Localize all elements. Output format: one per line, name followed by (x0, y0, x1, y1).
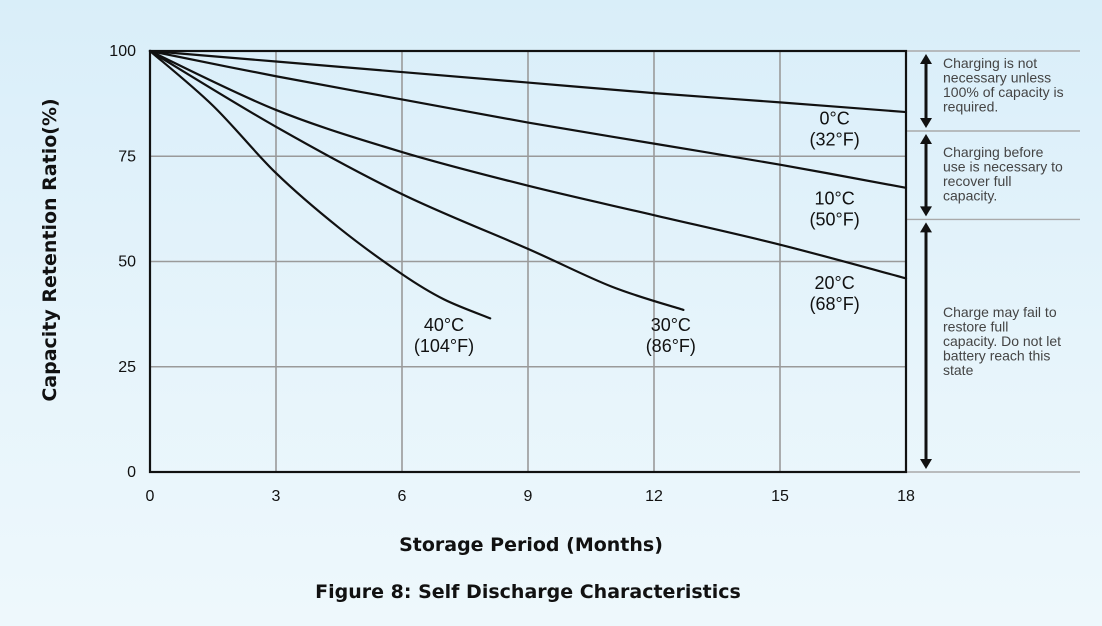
series-line (148, 49, 908, 189)
grid-lines (149, 50, 907, 473)
zone-note-line: Charging is not (943, 55, 1037, 71)
zone-arrow-head-down (920, 459, 932, 469)
zone-note-line: Charge may fail to (943, 304, 1057, 320)
series-line (148, 49, 908, 280)
x-tick-label: 9 (524, 488, 533, 505)
y-axis-ticks: 0 25 50 75 100 (109, 43, 136, 481)
zone-note-line: 100% of capacity is (943, 84, 1064, 100)
x-tick-label: 6 (398, 488, 407, 505)
plot-frame (148, 49, 908, 474)
zone-note-line: state (943, 362, 974, 378)
y-axis-title: Capacity Retention Ratio(%) (39, 98, 61, 401)
y-tick-label: 75 (118, 148, 136, 165)
zone-note-line: battery reach this (943, 348, 1050, 364)
x-axis-title: Storage Period (Months) (399, 534, 663, 556)
series-line (148, 49, 492, 320)
zone-note-line: use is necessary to (943, 159, 1063, 175)
y-tick-label: 25 (118, 359, 136, 376)
zone-arrow-head-up (920, 133, 932, 144)
y-tick-label: 100 (109, 43, 136, 60)
x-tick-label: 15 (771, 488, 789, 505)
x-tick-label: 12 (645, 488, 663, 505)
y-tick-label: 0 (127, 464, 136, 481)
series-label-celsius: 40°C (424, 315, 464, 335)
x-tick-label: 0 (146, 488, 155, 505)
series-line (148, 49, 685, 312)
zone-note-line: required. (943, 99, 998, 115)
series-labels: 0°C(32°F) 10°C(50°F) 20°C(68°F) 30°C(86°F) 4… (414, 109, 860, 356)
zone-arrow-head-down (920, 117, 932, 128)
zone-note-line: Charging before (943, 144, 1044, 160)
y-tick-label: 50 (118, 254, 136, 271)
figure-caption: Figure 8: Self Discharge Characteristics (315, 581, 741, 603)
series-lines (148, 49, 908, 320)
zone-note-line: capacity. Do not let (943, 333, 1061, 349)
zone-note-line: capacity. (943, 188, 997, 204)
x-tick-label: 3 (272, 488, 281, 505)
x-axis-ticks: 0 3 6 9 12 15 18 (146, 488, 915, 505)
series-label-celsius: 10°C (814, 189, 854, 209)
zone-arrow-head-up (920, 54, 932, 64)
x-tick-label: 18 (897, 488, 915, 505)
series-label-celsius: 20°C (814, 273, 854, 293)
zone-arrow-head-down (920, 206, 932, 217)
series-label-fahrenheit: (50°F) (809, 210, 859, 230)
series-label-fahrenheit: (104°F) (414, 336, 474, 356)
series-label-celsius: 0°C (819, 109, 849, 129)
series-label-celsius: 30°C (651, 315, 691, 335)
series-label-fahrenheit: (32°F) (809, 130, 859, 150)
series-label-fahrenheit: (68°F) (809, 294, 859, 314)
capacity-zones (906, 50, 1080, 473)
zone-note-line: restore full (943, 319, 1008, 335)
series-label-fahrenheit: (86°F) (646, 336, 696, 356)
zone-arrow-head-up (920, 222, 932, 233)
zone-note-line: necessary unless (943, 70, 1051, 86)
zone-note-line: recover full (943, 173, 1011, 189)
series-line (148, 49, 908, 114)
